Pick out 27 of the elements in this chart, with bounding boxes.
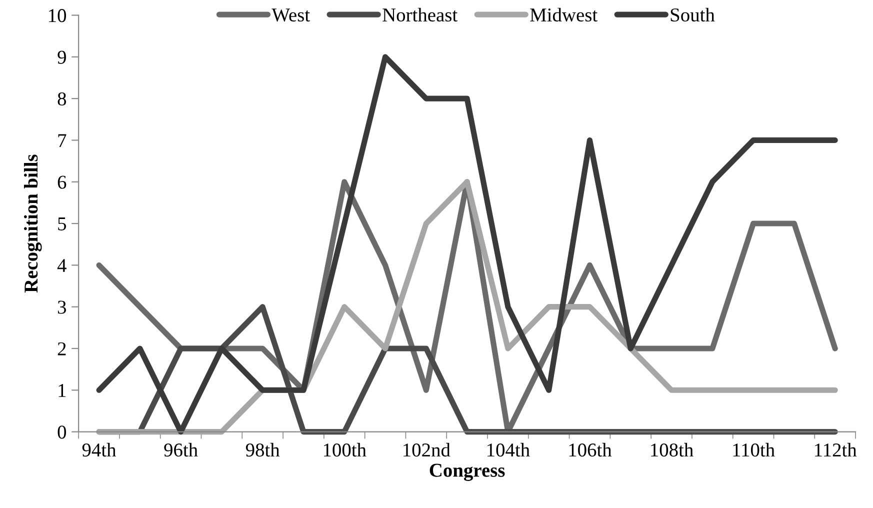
y-tick-label: 7	[58, 134, 66, 147]
legend-label: Midwest	[530, 8, 598, 22]
y-tick-label: 4	[57, 259, 66, 272]
x-axis-title: Congress	[430, 464, 505, 481]
x-tick-label: 102nd	[404, 442, 450, 457]
y-tick-label: 0	[58, 426, 66, 439]
y-tick-label: 9	[58, 50, 66, 64]
y-tick-label: 6	[58, 176, 66, 189]
x-tick-label: 112th	[815, 442, 857, 457]
y-tick-label: 2	[58, 342, 66, 356]
x-tick-label: 94th	[82, 442, 116, 457]
y-tick-label: 10	[49, 9, 66, 22]
x-tick-label: 106th	[569, 442, 612, 457]
x-tick-label: 104th	[488, 442, 530, 457]
x-tick-label: 108th	[651, 442, 694, 457]
x-tick-label: 100th	[324, 442, 366, 457]
x-tick-label: 110th	[733, 442, 775, 457]
legend-label: Northeast	[382, 8, 458, 22]
legend-label: West	[272, 8, 310, 22]
x-tick-label: 96th	[164, 442, 198, 457]
y-tick-label: 3	[58, 300, 66, 314]
y-tick-label: 5	[58, 218, 66, 230]
y-tick-label: 1	[58, 384, 66, 397]
x-tick-label: 98th	[246, 442, 280, 457]
y-tick-label: 8	[58, 92, 66, 106]
legend-label: South	[670, 8, 715, 22]
y-axis-title: Recognition bills	[24, 154, 42, 293]
